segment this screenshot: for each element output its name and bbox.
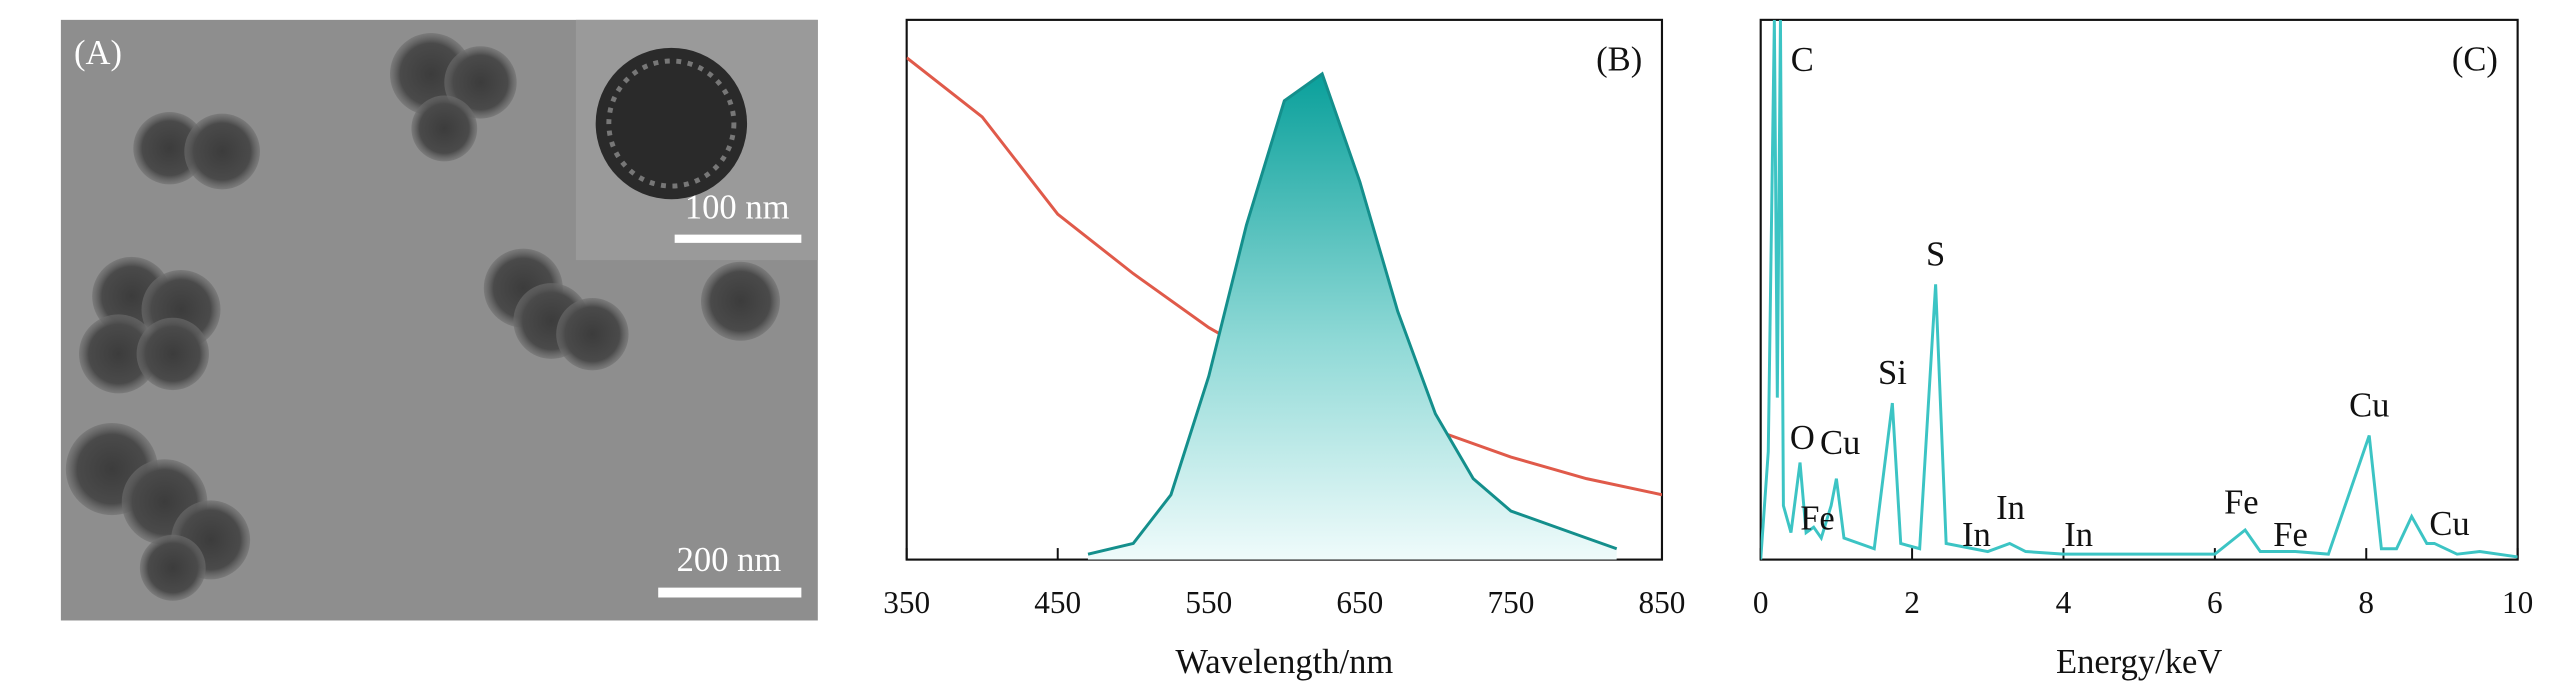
x-tick-label: 450 [1034, 585, 1081, 620]
spectrum-line [1087, 71, 1618, 556]
peak-label: Fe [1800, 500, 1835, 538]
x-tick-label: 2 [1904, 585, 1920, 620]
x-tick-label: 6 [2207, 585, 2223, 620]
x-tick-label: 750 [1487, 585, 1534, 620]
peak-label: C [1791, 41, 1814, 79]
x-tick-label: 850 [1639, 585, 1686, 620]
x-tick-label: 550 [1185, 585, 1232, 620]
tem-image: (A) 100 nm 200 nm [60, 19, 818, 621]
panel-label: (B) [1596, 41, 1642, 79]
peak-label: S [1926, 235, 1945, 273]
panel-label: (A) [74, 34, 122, 72]
scale-bar-label: 100 nm [685, 189, 790, 227]
peak-label: Cu [2429, 505, 2469, 543]
peak-label: Fe [2273, 516, 2308, 554]
x-axis-label: Wavelength/nm [1175, 643, 1393, 681]
emission-area [1087, 73, 1617, 560]
x-tick-label: 650 [1336, 585, 1383, 620]
peak-label: Fe [2224, 484, 2259, 522]
peak-label: Cu [1820, 424, 1860, 462]
plot-area [1760, 19, 2518, 560]
x-tick-label: 8 [2358, 585, 2374, 620]
spectrum-line [1760, 19, 2518, 560]
x-tick-label: 4 [2056, 585, 2072, 620]
peak-label: In [2064, 516, 2093, 554]
peak-label: Cu [2349, 386, 2389, 424]
panel-label: (C) [2452, 41, 2498, 79]
plot-area [906, 56, 1662, 560]
x-tick-label: 350 [883, 585, 930, 620]
scale-bar-label: 200 nm [677, 541, 782, 579]
plot-frame [1759, 18, 2519, 561]
x-axis-label: Energy/keV [2056, 643, 2222, 681]
peak-label: In [1962, 516, 1991, 554]
peak-label: In [1996, 489, 2025, 527]
peak-label: O [1790, 419, 1815, 457]
peak-label: Si [1878, 354, 1907, 392]
x-tick-label: 10 [2502, 585, 2533, 620]
x-tick-label: 0 [1753, 585, 1769, 620]
